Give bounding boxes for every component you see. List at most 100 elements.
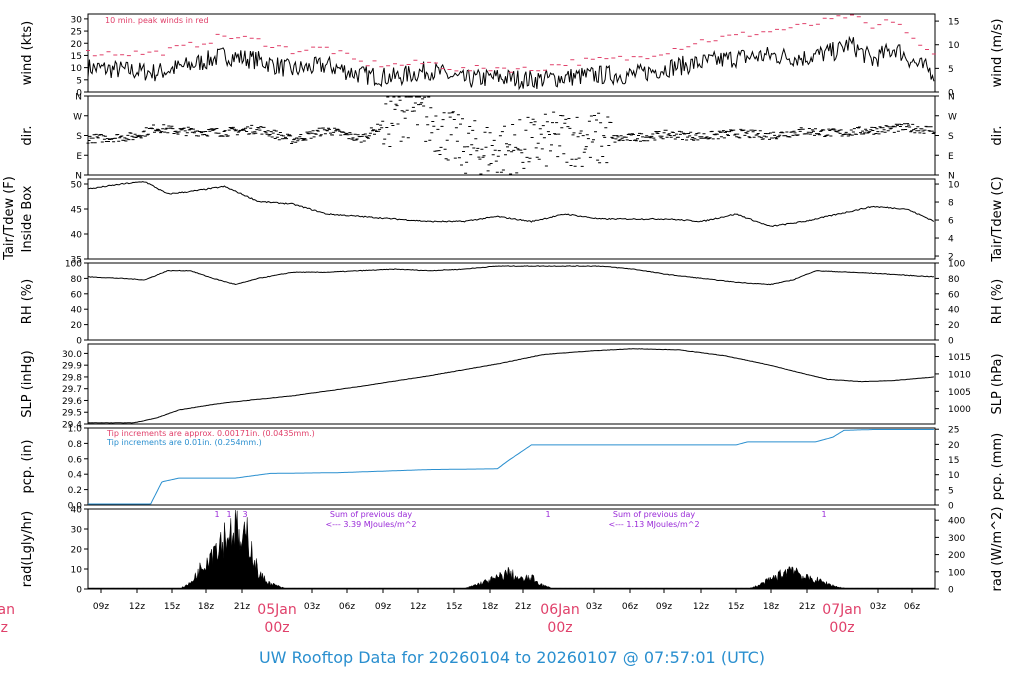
slp-ytick-label-left: 29.5 — [62, 409, 82, 419]
rh-series-line — [87, 265, 935, 286]
temp-ytick-label-left: 40 — [71, 231, 83, 241]
footer-title: UW Rooftop Data for 20260104 to 20260107… — [258, 648, 766, 667]
wind-ytick-label-left: 30 — [71, 15, 83, 25]
radiation-area — [87, 509, 936, 590]
pcp-ylabel-left: pcp. (in) — [20, 440, 35, 494]
wind-peak-series — [86, 14, 936, 73]
x-tick-label: 03z — [870, 602, 886, 612]
dir-ytick-label-left: N — [75, 93, 82, 103]
temp-ylabel-right: Tair/Tdew (C) — [990, 176, 1005, 262]
rad-ytick-label-left: 40 — [71, 506, 83, 516]
slp-ytick-label-left: 29.8 — [62, 373, 82, 383]
pcp-ytick-label-right: 10 — [948, 471, 960, 481]
wind-ytick-label-right: 5 — [948, 65, 954, 75]
temp-ytick-label-right: 8 — [948, 199, 954, 209]
x-tick-label: 09z — [93, 602, 109, 612]
pcp-ytick-label-right: 5 — [948, 486, 954, 496]
x-tick-label: 21z — [799, 602, 815, 612]
rad-ytick-label-right: 0 — [948, 586, 954, 596]
x-tick-label: 03z — [586, 602, 602, 612]
pcp-annotation-approx: Tip increments are approx. 0.00171in. (0… — [106, 429, 315, 438]
x-day-date-label: 07Jan — [822, 602, 861, 618]
slp-ytick-label-right: 1015 — [948, 353, 971, 363]
dir-ytick-label-right: S — [948, 132, 954, 142]
rh-ytick-label-left: 100 — [65, 260, 82, 270]
x-day-time-label-clipped: z — [1, 620, 8, 636]
rad-marker: 1 — [214, 510, 219, 519]
rad-ytick-label-right: 100 — [948, 568, 965, 578]
rad-annotation-1: Sum of previous day — [330, 510, 412, 519]
x-tick-label: 12z — [693, 602, 709, 612]
x-tick-label: 12z — [129, 602, 145, 612]
rad-marker: 1 — [545, 510, 550, 519]
wind-ytick-label-right: 0 — [948, 89, 954, 99]
pcp-ytick-label-left: 0.8 — [68, 440, 83, 450]
x-tick-label: 15z — [164, 602, 180, 612]
x-tick-label: 18z — [482, 602, 498, 612]
slp-ytick-label-right: 1005 — [948, 388, 971, 398]
pcp-ytick-label-left: 0.4 — [68, 471, 83, 481]
temp-ytick-label-right: 4 — [948, 235, 954, 245]
rad-ytick-label-left: 30 — [71, 526, 83, 536]
wind-ytick-label-left: 10 — [71, 64, 83, 74]
x-tick-label: 09z — [375, 602, 391, 612]
rad-ytick-label-left: 20 — [71, 546, 83, 556]
x-tick-label: 15z — [446, 602, 462, 612]
wind-series-line — [87, 35, 935, 91]
x-tick-label: 06z — [339, 602, 355, 612]
rad-ytick-label-left: 10 — [71, 566, 83, 576]
pcp-series-line — [88, 429, 934, 505]
x-tick-label: 21z — [234, 602, 250, 612]
rad-ylabel-right: rad (W/m^2) — [990, 507, 1005, 592]
x-day-date-label: 05Jan — [257, 602, 296, 618]
pcp-ytick-label-right: 15 — [948, 456, 959, 466]
x-tick-label: 06z — [904, 602, 920, 612]
slp-ytick-label-left: 29.9 — [62, 362, 82, 372]
dir-ylabel-right: dir. — [990, 125, 1005, 145]
rh-ytick-label-right: 80 — [948, 275, 960, 285]
x-tick-label: 12z — [410, 602, 426, 612]
dir-ytick-label-right: N — [948, 93, 955, 103]
rh-ytick-label-left: 20 — [71, 321, 83, 331]
x-day-time-label: 00z — [264, 620, 289, 636]
wind-ylabel-left: wind (kts) — [20, 21, 35, 85]
rh-ytick-label-right: 0 — [948, 337, 954, 347]
rh-ytick-label-left: 0 — [76, 337, 82, 347]
x-day-time-label: 00z — [829, 620, 854, 636]
x-tick-label: 09z — [656, 602, 672, 612]
dir-ylabel-left: dir. — [20, 125, 35, 145]
pcp-ytick-label-left: 1.0 — [68, 425, 83, 435]
x-tick-label: 21z — [515, 602, 531, 612]
rad-ytick-label-left: 0 — [76, 586, 82, 596]
temp-ylabel-left2: Tair/Tdew (F) — [2, 176, 17, 261]
pcp-ytick-label-left: 0.2 — [68, 486, 82, 496]
pcp-ytick-label-right: 25 — [948, 426, 959, 436]
dir-panel-frame — [87, 95, 936, 176]
temp-ytick-label-right: 10 — [948, 181, 960, 191]
temp-ytick-label-right: 2 — [948, 253, 954, 263]
dir-ytick-label-right: W — [948, 112, 957, 122]
x-day-date-label-clipped: an — [0, 602, 15, 618]
pcp-panel-frame — [87, 427, 936, 506]
pcp-ytick-label-right: 20 — [948, 441, 960, 451]
rad-ylabel-left: rad(Lgly/hr) — [20, 511, 35, 587]
slp-ylabel-right: SLP (hPa) — [990, 353, 1005, 414]
wind-ytick-label-right: 15 — [948, 18, 959, 28]
rh-ytick-label-right: 100 — [948, 260, 965, 270]
rh-ytick-label-left: 40 — [71, 306, 83, 316]
rad-marker: 3 — [242, 510, 247, 519]
wind-ytick-label-left: 25 — [71, 28, 82, 38]
pcp-ytick-label-left: 0.6 — [68, 455, 83, 465]
slp-ytick-label-left: 29.7 — [62, 385, 82, 395]
dir-ytick-label-left: S — [76, 132, 82, 142]
rh-ytick-label-right: 60 — [948, 290, 960, 300]
rad-annotation-1-sum: <--- 3.39 MJoules/m^2 — [325, 520, 416, 529]
temp-ytick-label-left: 45 — [71, 206, 82, 216]
x-day-time-label: 00z — [547, 620, 572, 636]
rh-ytick-label-left: 80 — [71, 275, 83, 285]
pcp-ytick-label-left: 0.0 — [68, 502, 83, 512]
rh-ylabel-right: RH (%) — [990, 279, 1005, 324]
slp-ytick-label-left: 29.4 — [62, 421, 82, 431]
wind-ylabel-right: wind (m/s) — [990, 19, 1005, 88]
